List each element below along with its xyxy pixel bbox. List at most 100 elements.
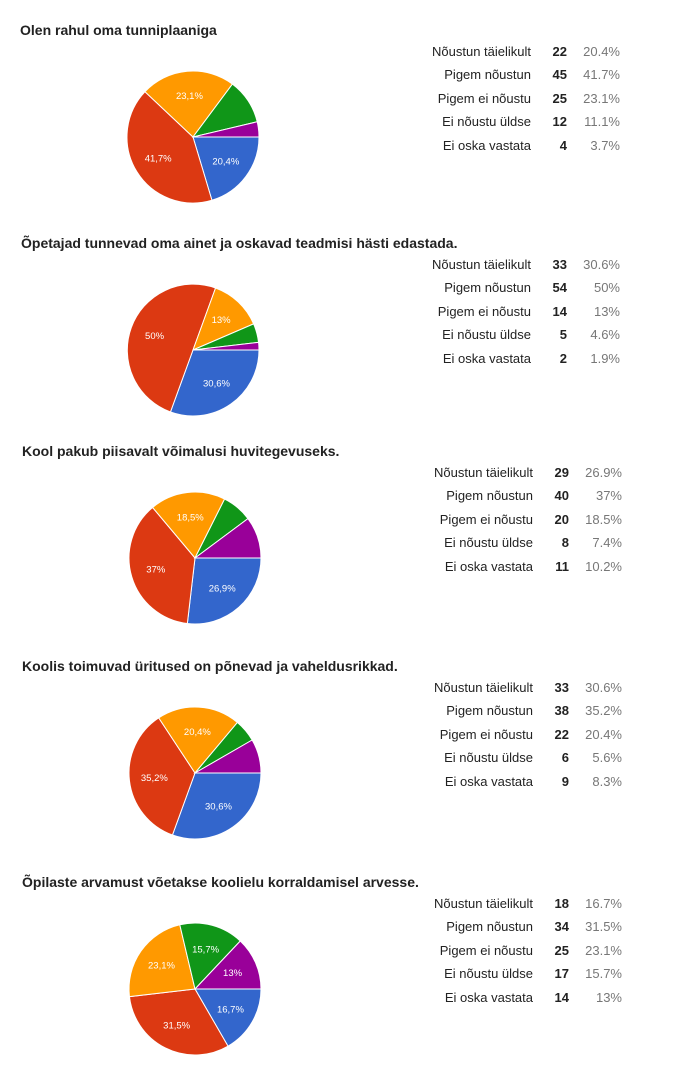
pie-slice — [179, 922, 241, 991]
legend-row: Pigem nõustun 40 37% — [382, 488, 642, 511]
legend: Nõustun täielikult 29 26.9% Pigem nõustun 40… — [382, 465, 642, 582]
legend-label: Nõustun täielikult — [432, 44, 531, 59]
legend-percent: 41.7% — [583, 67, 620, 83]
pie-slice — [169, 349, 260, 417]
legend: Nõustun täielikult 22 20.4% Pigem nõustun 45… — [380, 44, 640, 161]
slice-label: 37% — [146, 565, 166, 576]
legend-count: 54 — [552, 280, 567, 296]
legend-count: 14 — [554, 989, 569, 1005]
legend-label: Ei oska vastata — [444, 558, 533, 574]
legend-count: 20 — [554, 511, 569, 527]
question-block: Koolis toimuvad üritused on põnevad ja v… — [0, 658, 694, 868]
legend-count: 5 — [559, 327, 567, 343]
pie-slice — [192, 341, 260, 351]
legend-percent: 10.2% — [585, 558, 622, 574]
pie-slice — [158, 706, 239, 774]
legend-row: Nõustun täielikult 29 26.9% — [382, 465, 642, 488]
slice-label: 20,4% — [212, 156, 239, 167]
legend-row: Ei nõustu üldse 6 5.6% — [382, 750, 642, 773]
legend-label: Nõustun täielikult — [432, 257, 531, 272]
slice-label: 30,6% — [203, 379, 230, 390]
legend-count: 33 — [554, 680, 569, 695]
legend-percent: 3.7% — [590, 137, 620, 153]
legend-count: 22 — [552, 44, 567, 59]
pie-slice — [128, 506, 196, 625]
legend-count: 18 — [554, 896, 569, 911]
legend-row: Pigem nõustun 45 41.7% — [380, 67, 640, 90]
legend-count: 29 — [554, 465, 569, 480]
pie-slice — [194, 988, 262, 1047]
legend-percent: 37% — [595, 488, 622, 504]
pie-slice — [186, 557, 262, 625]
slice-label: 15,7% — [192, 944, 219, 955]
pie-slice — [193, 940, 262, 990]
legend-label: Ei nõustu üldse — [444, 966, 533, 982]
legend-label: Nõustun täielikult — [434, 680, 533, 695]
chart-title: Õpetajad tunnevad oma ainet ja oskavad t… — [21, 235, 458, 251]
legend-row: Ei nõustu üldse 8 7.4% — [382, 535, 642, 558]
legend-percent: 13% — [595, 989, 622, 1005]
legend-label: Ei oska vastata — [442, 350, 531, 366]
legend-label: Pigem nõustun — [446, 488, 533, 504]
chart-title: Kool pakub piisavalt võimalusi huvitegev… — [22, 443, 340, 459]
legend-label: Ei nõustu üldse — [444, 535, 533, 551]
legend-count: 11 — [555, 558, 569, 574]
legend-row: Pigem nõustun 34 31.5% — [382, 919, 642, 942]
legend-row: Ei oska vastata 14 13% — [382, 990, 642, 1013]
legend-count: 8 — [561, 535, 569, 551]
legend-count: 4 — [559, 137, 567, 153]
legend-label: Pigem ei nõustu — [439, 726, 533, 742]
legend-count: 2 — [559, 350, 567, 366]
legend-count: 34 — [554, 919, 569, 935]
legend-label: Pigem nõustun — [446, 919, 533, 935]
slice-label: 13% — [212, 315, 232, 326]
legend-percent: 26.9% — [585, 465, 622, 480]
legend-percent: 16.7% — [585, 896, 622, 911]
legend-percent: 23.1% — [585, 942, 622, 958]
legend-percent: 18.5% — [585, 511, 622, 527]
legend-percent: 35.2% — [585, 703, 622, 719]
legend-count: 33 — [552, 257, 567, 272]
slice-label: 16,7% — [217, 1004, 244, 1015]
slice-label: 23,1% — [148, 961, 175, 972]
chart-title: Õpilaste arvamust võetakse koolielu korr… — [22, 874, 419, 890]
legend-label: Pigem ei nõustu — [437, 303, 531, 319]
slice-label: 18,5% — [177, 512, 204, 523]
legend-label: Pigem ei nõustu — [437, 90, 531, 106]
pie-slice — [126, 283, 217, 413]
pie-slice — [192, 136, 260, 201]
legend-percent: 31.5% — [585, 919, 622, 935]
legend-percent: 7.4% — [592, 535, 622, 551]
slice-label: 13% — [223, 968, 243, 979]
legend-row: Pigem nõustun 54 50% — [380, 280, 640, 303]
pie-slice — [193, 517, 262, 559]
legend-row: Ei nõustu üldse 12 11.1% — [380, 114, 640, 137]
slice-label: 30,6% — [205, 802, 232, 813]
legend-row: Ei nõustu üldse 17 15.7% — [382, 966, 642, 989]
chart-title: Olen rahul oma tunniplaaniga — [20, 22, 217, 38]
slice-label: 50% — [145, 331, 165, 342]
legend-row: Nõustun täielikult 22 20.4% — [380, 44, 640, 67]
legend-label: Ei nõustu üldse — [444, 750, 533, 766]
pie-slice — [128, 988, 229, 1056]
legend-row: Pigem ei nõustu 14 13% — [380, 304, 640, 327]
legend-row: Nõustun täielikult 33 30.6% — [382, 680, 642, 703]
legend-percent: 1.9% — [590, 350, 620, 366]
legend-row: Ei nõustu üldse 5 4.6% — [380, 327, 640, 350]
legend-count: 22 — [554, 726, 569, 742]
legend-count: 17 — [554, 966, 569, 982]
legend-row: Pigem nõustun 38 35.2% — [382, 703, 642, 726]
pie-chart: 16,7% 31,5% 23,1% 15,7% 13% — [128, 922, 262, 1056]
legend-label: Pigem nõustun — [446, 703, 533, 719]
pie-slice — [126, 91, 213, 204]
legend-label: Ei nõustu üldse — [442, 114, 531, 130]
slice-label: 41,7% — [145, 153, 172, 164]
legend-label: Nõustun täielikult — [434, 465, 533, 480]
question-block: Õpetajad tunnevad oma ainet ja oskavad t… — [0, 235, 694, 445]
legend-percent: 5.6% — [592, 750, 622, 766]
legend-count: 9 — [561, 773, 569, 789]
pie-slice — [193, 739, 262, 774]
legend-percent: 11.1% — [584, 114, 620, 130]
legend-label: Nõustun täielikult — [434, 896, 533, 911]
legend-label: Pigem ei nõustu — [439, 942, 533, 958]
